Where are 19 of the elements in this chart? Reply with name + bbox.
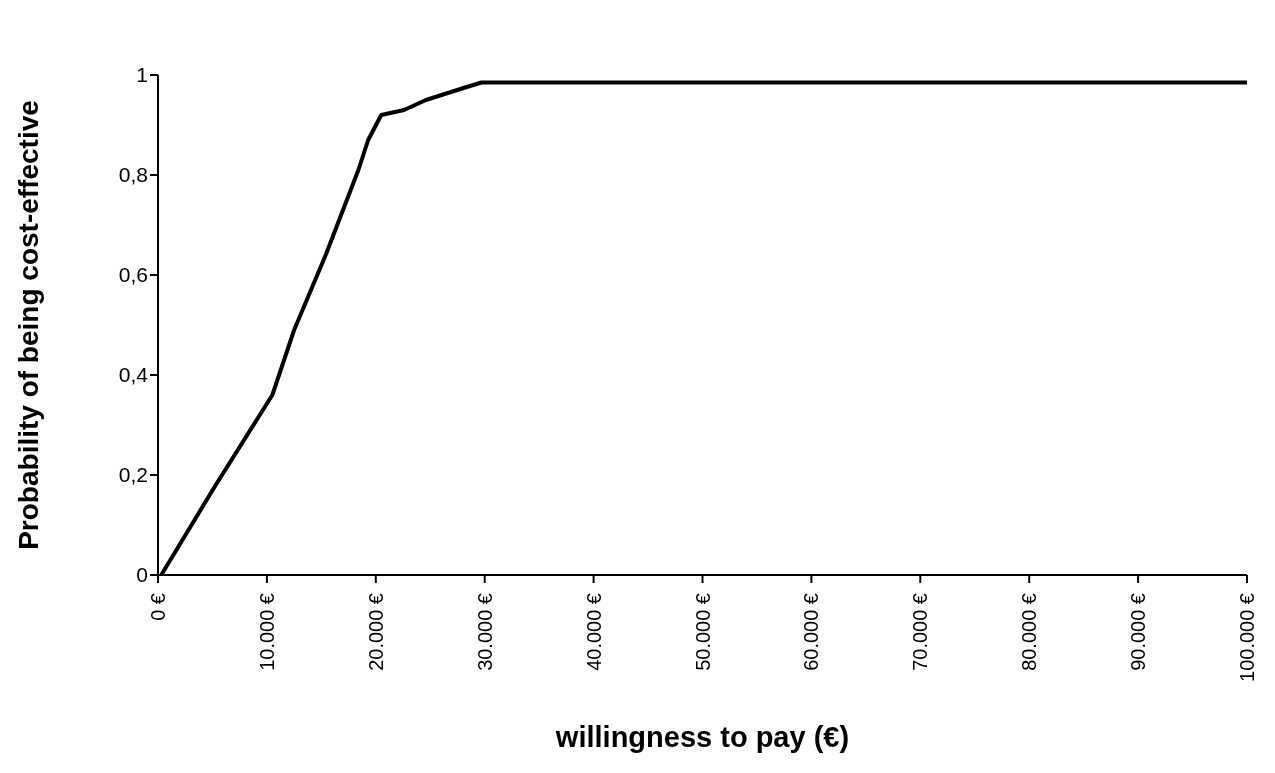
x-tick-label: 80.000 € — [1018, 593, 1041, 671]
y-tick-label: 0,4 — [118, 363, 149, 387]
x-tick-label: 0 € — [147, 593, 169, 621]
y-tick-label: 1 — [136, 63, 148, 87]
y-tick-label: 0,8 — [118, 163, 148, 187]
y-tick-label: 0,2 — [118, 463, 148, 487]
x-tick-label: 70.000 € — [909, 593, 932, 671]
x-tick-label: 50.000 € — [691, 593, 714, 671]
x-tick-label: 100.000 € — [1236, 593, 1258, 682]
x-axis-title: willingness to pay (€) — [554, 721, 850, 753]
y-axis-title: Probability of being cost-effective — [12, 100, 44, 550]
x-tick-label: 60.000 € — [800, 593, 823, 671]
x-tick-label: 20.000 € — [364, 593, 387, 671]
x-tick-label: 40.000 € — [582, 593, 605, 671]
x-tick-label: 10.000 € — [255, 593, 278, 671]
x-tick-label: 90.000 € — [1127, 593, 1150, 671]
x-tick-label: 30.000 € — [473, 593, 496, 671]
y-tick-label: 0,6 — [118, 263, 148, 287]
y-tick-label: 0 — [136, 563, 148, 587]
